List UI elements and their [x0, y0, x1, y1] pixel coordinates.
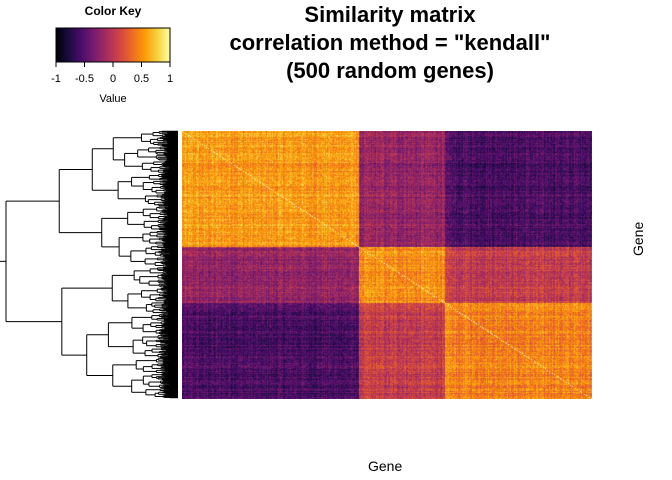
chart-title-line-1: Similarity matrix [304, 2, 476, 27]
x-axis-label: Gene [368, 458, 403, 474]
color-key-xlabel: Value [99, 93, 127, 105]
color-key-title: Color Key [84, 4, 142, 18]
row-dendrogram [0, 130, 178, 399]
heatmap-grid [182, 131, 592, 399]
chart-title-line-2: correlation method = "kendall" [229, 30, 551, 55]
y-axis-label: Gene [630, 221, 646, 256]
color-key-bar [55, 27, 171, 63]
color-key-tick-label: 0 [109, 73, 117, 85]
color-key-tick-label: -1 [51, 73, 61, 85]
chart-title-line-3: (500 random genes) [286, 58, 494, 83]
color-key-tick-label: -0.5 [75, 73, 94, 85]
color-key-tick-label: 0.5 [133, 73, 150, 85]
color-key-tick-label: 1 [166, 73, 174, 85]
